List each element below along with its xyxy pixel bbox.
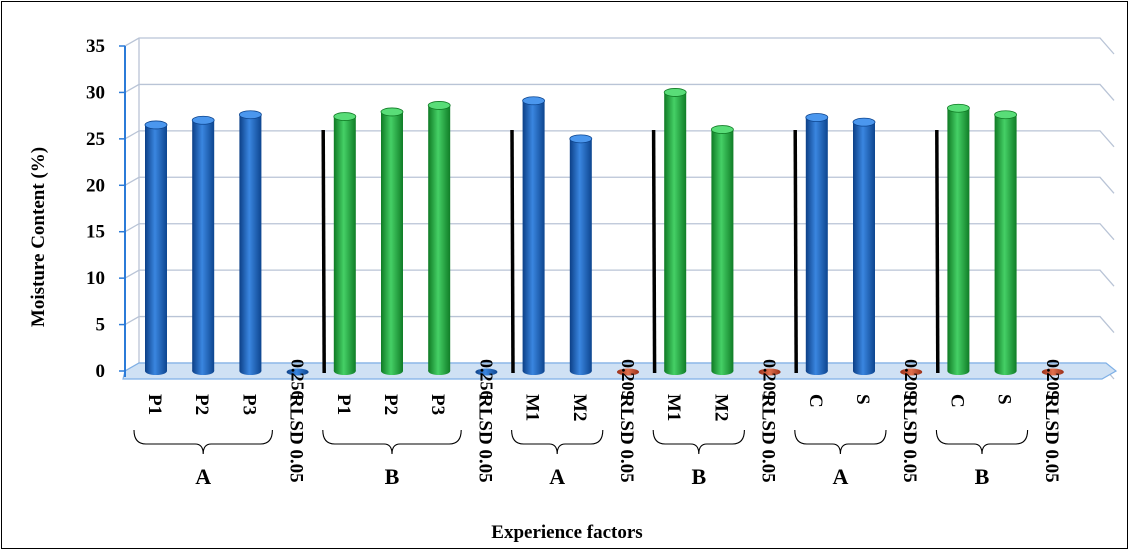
bar: [805, 113, 829, 375]
bar: [380, 107, 404, 375]
bar: [947, 103, 970, 375]
bar: [475, 368, 498, 376]
group-label: B: [385, 464, 400, 489]
category-label: S: [852, 394, 873, 405]
bar: [1041, 368, 1064, 376]
category-label: RLSD 0.05: [474, 394, 495, 483]
y-tick-label: 25: [86, 129, 105, 150]
group-bracket: [322, 429, 462, 455]
gridline: [124, 130, 1115, 148]
group-separators: [321, 129, 940, 374]
category-label: P3: [427, 394, 448, 415]
category-label: RLSD 0.05: [899, 394, 920, 483]
category-label: S: [994, 394, 1015, 405]
group-bracket: [652, 429, 745, 455]
x-axis-title: Experience factors: [491, 522, 642, 543]
category-label: P2: [191, 394, 212, 415]
category-label: M1: [522, 394, 543, 421]
y-tick-label: 10: [86, 268, 105, 289]
rlsd-value-label: 0.256: [476, 359, 496, 400]
category-labels: P1 P2 P3 RLSD 0.05 P1 P2 P3 RLSD 0.05 M1 M2 RLSD 0…: [144, 394, 1062, 483]
group-separator: [510, 129, 515, 374]
bars: 0.256 0.256 0.209 0.209 0.209 0.209: [144, 88, 1064, 400]
group-separator: [793, 129, 798, 374]
group-label: A: [195, 464, 211, 489]
group-bracket: [133, 429, 273, 455]
bar: [900, 368, 923, 376]
category-label: RLSD 0.05: [1041, 394, 1062, 483]
bar: [569, 134, 593, 375]
gridline: [124, 269, 1115, 287]
bar: [144, 120, 168, 375]
category-label: C: [946, 394, 967, 408]
bar: [427, 101, 451, 375]
category-label: M1: [663, 394, 684, 421]
bar: [852, 117, 876, 375]
group-label: A: [549, 464, 565, 489]
y-tick-label: 0: [96, 361, 106, 382]
gridline: [124, 37, 1115, 55]
group-label: B: [975, 464, 990, 489]
bar: [333, 112, 357, 375]
category-label: RLSD 0.05: [286, 394, 307, 483]
category-label: P1: [333, 394, 354, 415]
gridline: [124, 315, 1115, 333]
rlsd-value-label: 0.209: [760, 359, 780, 400]
gridline: [124, 176, 1115, 194]
category-label: C: [805, 394, 826, 408]
bar: [238, 110, 262, 375]
rlsd-value-label: 0.209: [901, 359, 921, 400]
rlsd-value-label: 0.209: [1043, 359, 1063, 400]
bar: [994, 110, 1017, 375]
group-separator: [651, 129, 657, 374]
group-label: A: [832, 464, 848, 489]
bar: [663, 88, 687, 375]
y-tick-label: 20: [86, 175, 105, 196]
group-label: B: [691, 464, 706, 489]
group-bracket: [794, 429, 887, 455]
gridline: [124, 223, 1115, 241]
group-separator: [935, 129, 940, 374]
category-label: P2: [380, 394, 401, 415]
bar: [711, 125, 734, 375]
category-label: RLSD 0.05: [758, 394, 779, 483]
bar: [617, 368, 639, 376]
gridline: [124, 83, 1115, 101]
y-axis: 0 5 10 15 20 25 30 35: [86, 36, 126, 382]
category-label: RLSD 0.05: [616, 394, 637, 483]
group-bracket: [935, 429, 1029, 455]
y-tick-label: 15: [86, 222, 105, 243]
rlsd-value-label: 0.256: [288, 359, 308, 400]
category-label: P3: [238, 394, 259, 415]
rlsd-value-label: 0.209: [618, 359, 638, 400]
group-separator: [321, 129, 326, 374]
bar: [191, 115, 215, 375]
category-label: M2: [569, 394, 590, 421]
y-tick-label: 5: [96, 315, 106, 336]
bar: [522, 96, 545, 375]
bar: [286, 368, 309, 376]
bar: [758, 368, 781, 376]
gridlines: [124, 37, 1115, 380]
category-label: P1: [144, 394, 165, 415]
y-tick-label: 35: [86, 36, 105, 57]
group-bracket: [511, 429, 604, 455]
y-axis-title: Moisture Content (%): [28, 147, 49, 327]
category-label: M2: [710, 394, 731, 421]
y-tick-label: 30: [86, 82, 105, 103]
